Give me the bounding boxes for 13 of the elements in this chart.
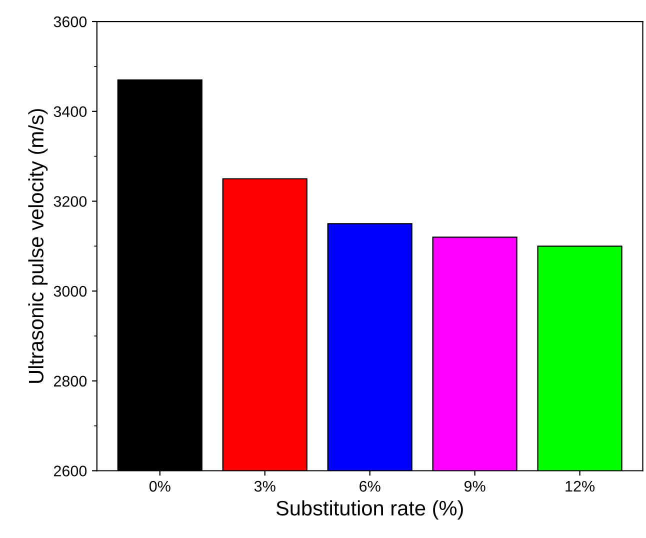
x-axis-title: Substitution rate (%) — [276, 500, 463, 520]
x-tick-label: 0% — [149, 480, 170, 492]
x-tick-label: 3% — [254, 480, 276, 492]
y-tick-label: 2600 — [54, 466, 87, 476]
x-tick-label: 12% — [566, 480, 595, 492]
y-tick-label: 3200 — [54, 196, 87, 207]
x-tick-label: 6% — [360, 480, 380, 492]
y-tick-label: 2800 — [54, 376, 87, 387]
y-tick-label: 3000 — [54, 286, 87, 297]
y-tick-label: 3400 — [54, 106, 87, 118]
y-axis-title: Ultrasonic pulse velocity (m/s) — [28, 109, 48, 383]
y-tick-label: 3600 — [54, 16, 87, 28]
x-tick-label: 9% — [464, 480, 486, 492]
